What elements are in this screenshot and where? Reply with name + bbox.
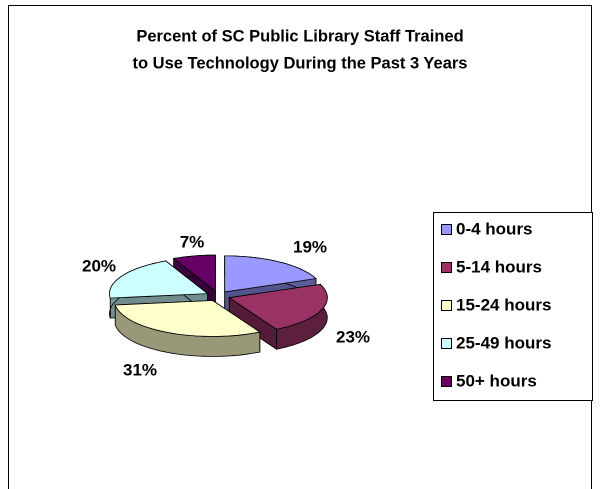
data-label: 31% [123,360,157,379]
legend-label: 50+ hours [456,371,537,390]
pie-slice [228,283,328,350]
chart-title: Percent of SC Public Library Staff Train… [136,27,463,45]
legend-box [433,212,593,401]
slice-top [228,283,328,330]
pie-slice [114,299,261,357]
legend-swatch [441,224,452,235]
chart-title: to Use Technology During the Past 3 Year… [133,54,468,72]
data-label: 20% [82,256,116,275]
legend-label: 5-14 hours [456,257,542,276]
slice-top [172,254,216,292]
data-label: 7% [180,232,205,251]
legend-swatch [441,300,452,311]
legend-swatch [441,262,452,273]
legend-swatch [441,338,452,349]
legend-swatch [441,376,452,387]
slice-top [224,255,317,293]
legend-label: 0-4 hours [456,219,533,238]
slice-top [114,300,261,337]
legend-label: 15-24 hours [456,295,551,314]
slice-top [109,260,209,299]
data-label: 19% [293,237,327,256]
legend-label: 25-49 hours [456,333,551,352]
data-label: 23% [336,327,370,346]
